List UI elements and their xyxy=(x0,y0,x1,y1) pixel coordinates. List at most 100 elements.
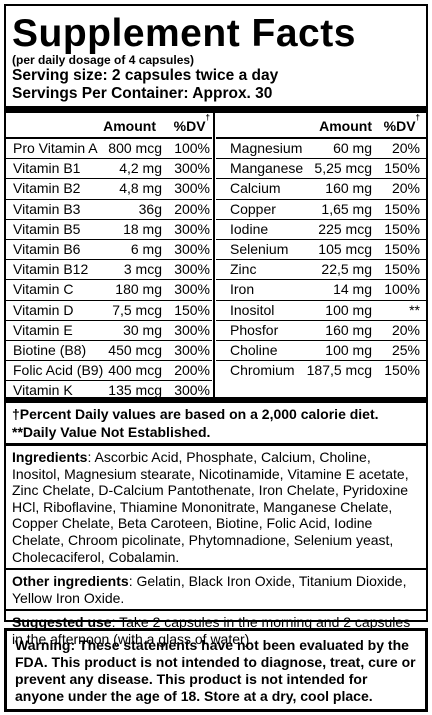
nutrient-amount: 800 mcg xyxy=(108,140,162,156)
nutrient-amount: 100 mg xyxy=(325,301,372,318)
nutrient-dv: 20% xyxy=(391,180,420,197)
suggested-use-label: Suggested use xyxy=(12,614,112,631)
header-dv: %DV† xyxy=(383,113,420,134)
nutrient-dv: 25% xyxy=(391,341,420,358)
supplement-facts-panel: Supplement Facts (per daily dosage of 4 … xyxy=(4,4,428,647)
nutrient-amount: 225 mcg xyxy=(318,220,372,237)
nutrient-row: Calcium 160 mg 20% xyxy=(216,179,426,200)
nutrient-name: Iodine xyxy=(230,220,269,237)
nutrient-amount: 60 mg xyxy=(333,140,372,156)
column-divider xyxy=(213,113,215,397)
nutrient-dv: 300% xyxy=(174,341,210,358)
nutrient-dv: 150% xyxy=(384,200,420,217)
nutrient-name: Vitamin K xyxy=(13,382,73,399)
dosage-subtitle: (per daily dosage of 4 capsules) xyxy=(12,53,195,67)
nutrient-row: Iron 14 mg 100% xyxy=(216,280,426,301)
nutrient-dv: 150% xyxy=(384,220,420,237)
nutrient-name: Vitamin B5 xyxy=(13,220,81,237)
nutrient-dv: 150% xyxy=(384,240,420,257)
nutrient-name: Calcium xyxy=(230,180,281,197)
nutrient-row: Manganese 5,25 mcg 150% xyxy=(216,159,426,180)
header-dv: %DV† xyxy=(173,113,210,134)
nutrient-column-right: Amount %DV† Magnesium 60 mg 20% Manganese 5,… xyxy=(216,113,426,380)
nutrient-amount: 100 mg xyxy=(325,341,372,358)
dagger-mark: † xyxy=(205,113,210,122)
nutrient-amount: 5,25 mcg xyxy=(314,160,372,177)
footnote-daily-values: †Percent Daily values are based on a 2,0… xyxy=(12,406,379,422)
nutrient-amount: 22,5 mg xyxy=(321,261,372,278)
nutrient-name: Vitamin B12 xyxy=(13,261,89,278)
nutrient-name: Inositol xyxy=(230,301,275,318)
nutrient-amount: 105 mcg xyxy=(318,240,372,257)
divider xyxy=(6,568,426,571)
nutrient-row: Choline 100 mg 25% xyxy=(216,341,426,362)
nutrient-name: Folic Acid (B9) xyxy=(13,362,104,379)
nutrient-amount: 160 mg xyxy=(325,321,372,338)
nutrient-dv: ** xyxy=(409,301,420,318)
nutrient-row: Magnesium 60 mg 20% xyxy=(216,139,426,160)
nutrient-name: Magnesium xyxy=(230,140,303,156)
nutrient-amount: 3 mcg xyxy=(123,261,162,278)
warning-box: Warning: These statements have not been … xyxy=(4,628,428,712)
nutrient-dv: 150% xyxy=(384,362,420,379)
nutrient-row: Selenium 105 mcg 150% xyxy=(216,240,426,261)
nutrient-table: Amount %DV† Pro Vitamin A 800 mcg 100% Vita… xyxy=(6,113,426,403)
divider-thick xyxy=(6,106,426,113)
nutrient-dv: 300% xyxy=(174,220,210,237)
nutrient-amount: 187,5 mcg xyxy=(306,362,372,379)
nutrient-dv: 20% xyxy=(391,321,420,338)
nutrient-name: Vitamin B6 xyxy=(13,240,81,257)
other-ingredients-text: : Gelatin, Black Iron Oxide, Titanium Di… xyxy=(12,573,407,606)
nutrient-name: Copper xyxy=(230,200,276,217)
other-ingredients-section: Other ingredients: Gelatin, Black Iron O… xyxy=(12,573,420,606)
warning-text: Warning: These statements have not been … xyxy=(15,637,416,704)
nutrient-row: Vitamin B3 36g 200% xyxy=(6,200,212,220)
nutrient-row: Vitamin C 180 mg 300% xyxy=(6,280,212,301)
nutrient-name: Iron xyxy=(230,281,255,298)
nutrient-row: Vitamin B1 4,2 mg 300% xyxy=(6,159,212,180)
nutrient-dv: 300% xyxy=(174,281,210,298)
ingredients-section: Ingredients: Ascorbic Acid, Phosphate, C… xyxy=(12,449,420,565)
nutrient-row: Pro Vitamin A 800 mcg 100% xyxy=(6,139,212,160)
nutrient-amount: 4,8 mg xyxy=(119,180,162,197)
nutrient-dv: 300% xyxy=(174,321,210,338)
suggested-use-text: : Take 2 capsules in the morning and 2 c… xyxy=(12,614,411,647)
nutrient-row: Copper 1,65 mg 150% xyxy=(216,200,426,220)
nutrient-amount: 1,65 mg xyxy=(321,200,372,217)
nutrient-dv: 300% xyxy=(174,160,210,177)
header-amount: Amount xyxy=(319,118,372,134)
nutrient-dv: 150% xyxy=(174,301,210,318)
nutrient-row: Vitamin B5 18 mg 300% xyxy=(6,220,212,240)
nutrient-row: Vitamin D 7,5 mcg 150% xyxy=(6,301,212,321)
nutrient-name: Phosfor xyxy=(230,321,279,338)
nutrient-name: Zinc xyxy=(230,261,257,278)
serving-size: Serving size: 2 capsules twice a day xyxy=(12,67,279,84)
nutrient-row: Vitamin B6 6 mg 300% xyxy=(6,240,212,261)
nutrient-name: Chromium xyxy=(230,362,295,379)
nutrient-amount: 7,5 mcg xyxy=(112,301,162,318)
nutrient-amount: 18 mg xyxy=(123,220,162,237)
nutrient-row: Inositol 100 mg ** xyxy=(216,301,426,321)
servings-per-container: Servings Per Container: Approx. 30 xyxy=(12,85,273,102)
nutrient-dv: 150% xyxy=(384,261,420,278)
nutrient-name: Choline xyxy=(230,341,278,358)
nutrient-row: Biotine (B8) 450 mcg 300% xyxy=(6,341,212,362)
nutrient-name: Selenium xyxy=(230,240,289,257)
nutrient-row: Folic Acid (B9) 400 mcg 200% xyxy=(6,361,212,382)
nutrient-dv: 300% xyxy=(174,180,210,197)
ingredients-text: : Ascorbic Acid, Phosphate, Calcium, Cho… xyxy=(12,449,409,565)
nutrient-row: Vitamin B2 4,8 mg 300% xyxy=(6,179,212,200)
nutrient-name: Vitamin B3 xyxy=(13,200,81,217)
dagger-mark: † xyxy=(415,113,420,122)
nutrient-amount: 450 mcg xyxy=(108,341,162,358)
nutrient-dv: 100% xyxy=(384,281,420,298)
header-amount: Amount xyxy=(103,118,156,134)
nutrient-name: Biotine (B8) xyxy=(13,341,87,358)
nutrient-name: Manganese xyxy=(230,160,304,177)
suggested-use-section: Suggested use: Take 2 capsules in the mo… xyxy=(12,614,420,647)
nutrient-name: Vitamin D xyxy=(13,301,74,318)
nutrient-name: Vitamin E xyxy=(13,321,73,338)
nutrient-amount: 4,2 mg xyxy=(119,160,162,177)
ingredients-label: Ingredients xyxy=(12,449,88,465)
nutrient-row: Iodine 225 mcg 150% xyxy=(216,220,426,240)
